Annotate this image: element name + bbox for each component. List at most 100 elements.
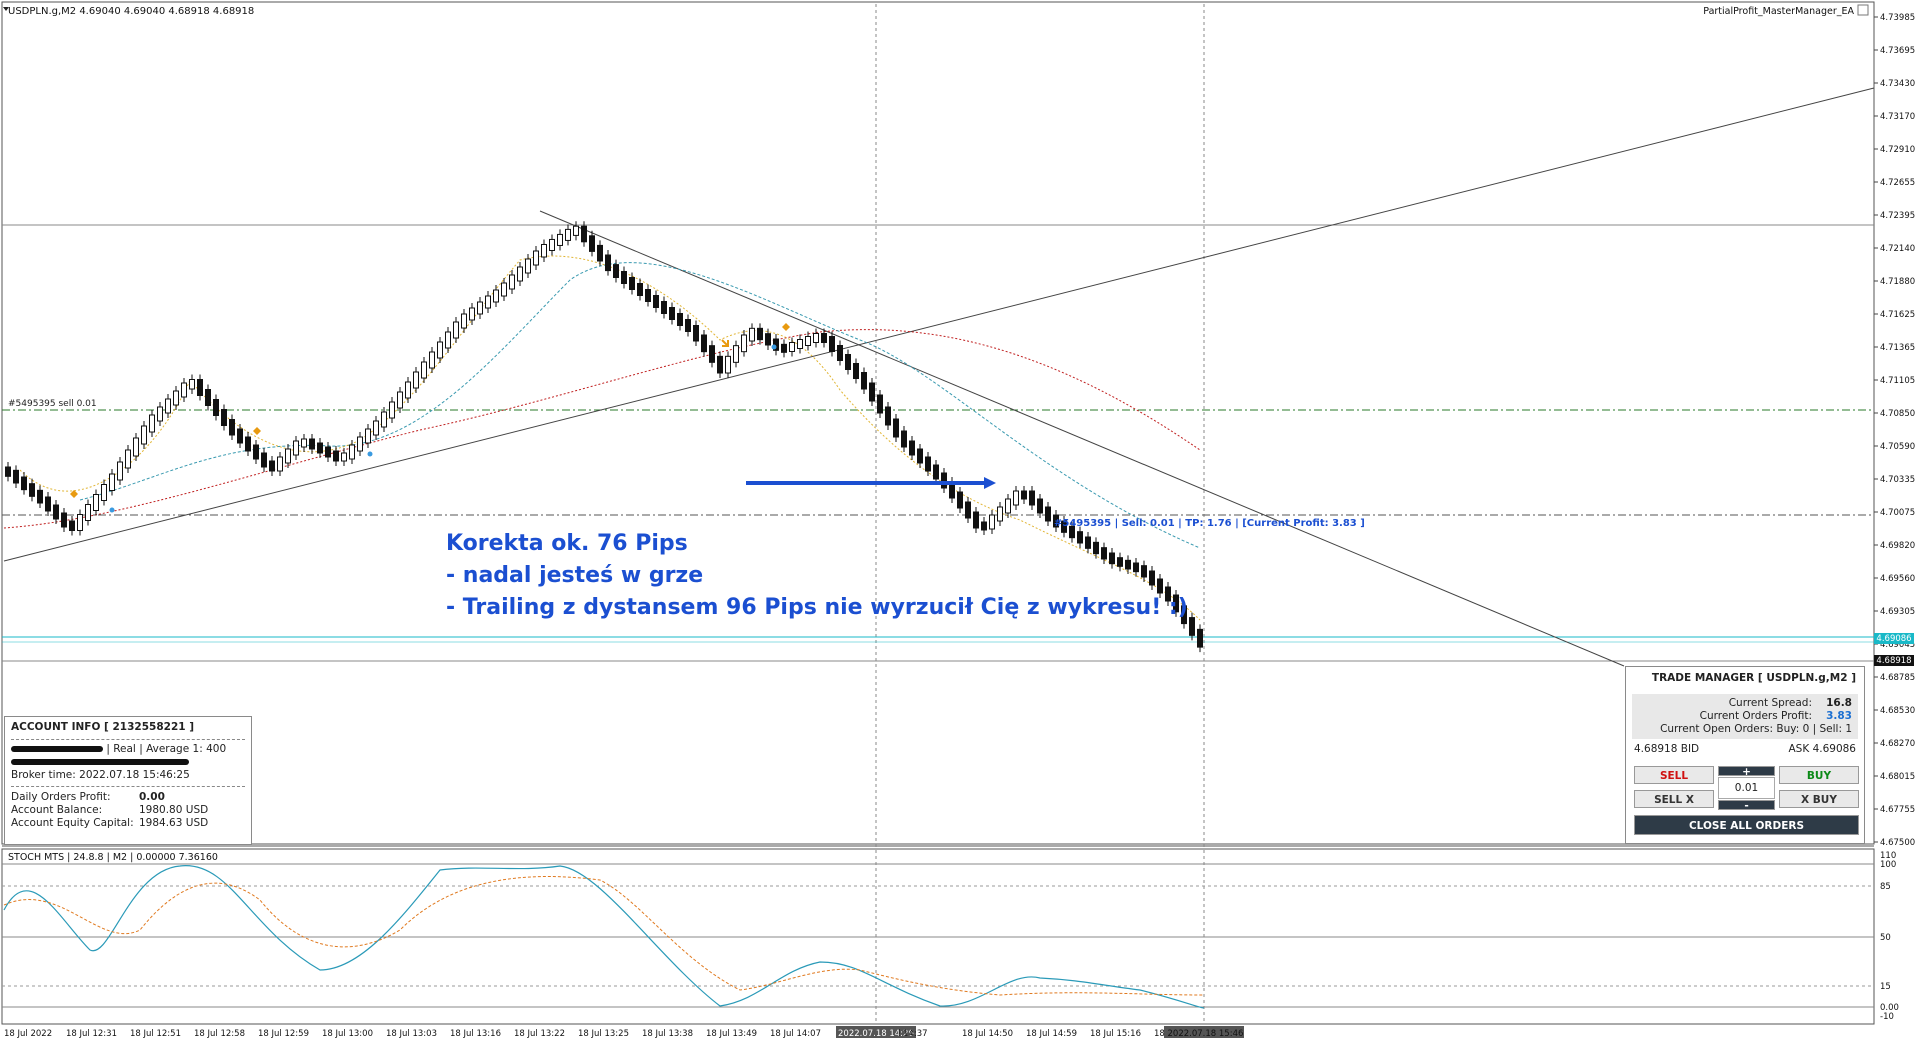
equity-value: 1984.63 USD [139,817,209,829]
price-tick-label: 4.72655 [1880,178,1915,188]
time-tick-label: 18 Jul 15:16 [1090,1029,1141,1039]
time-tick-label: 18 Jul 2022 [4,1029,52,1039]
bid-tag-text: 4.68918 [1876,656,1911,666]
trade-manager-panel: TRADE MANAGER [ USDPLN.g,M2 ] Current Sp… [1625,666,1865,844]
price-tick-label: 4.68530 [1880,706,1915,716]
time-tick-label: 18 Jul 13:00 [322,1029,373,1039]
balance-value: 1980.80 USD [139,804,209,816]
daily-profit-label: Daily Orders Profit: [11,791,111,803]
balance-row: Account Balance: 1980.80 USD [5,804,251,817]
annotation-text: Korekta ok. 76 Pips - nadal jesteś w grz… [446,528,1188,624]
orders-profit-value: 3.83 [1826,710,1852,722]
sell-button[interactable]: SELL [1634,766,1714,784]
price-tick-label: 4.69045 [1880,640,1915,650]
close-buys-button[interactable]: X BUY [1779,790,1859,808]
price-axis: 4.73985 4.73695 4.73430 4.73170 4.72910 4.726… [1874,13,1915,848]
account-type: | Real | Average 1: 400 [106,743,227,755]
time-tick-label: 18 Jul 12:51 [130,1029,181,1039]
time-tick-label: 18 Jul 12:31 [66,1029,117,1039]
time-axis: 18 Jul 2022 18 Jul 12:31 18 Jul 12:51 18 Ju… [4,1026,1244,1039]
trade-stats-box: Current Spread: 16.8 Current Orders Profi… [1632,694,1858,739]
annotation-line-3: - Trailing z dystansem 96 Pips nie wyrzu… [446,595,1188,620]
price-tick-label: 4.71365 [1880,343,1915,353]
annotation-line-1: Korekta ok. 76 Pips [446,531,688,556]
bid-ask-row: 4.68918 BID ASK 4.69086 [1626,741,1864,759]
price-tick-label: 4.71880 [1880,277,1915,287]
order-line-label: #5495395 sell 0.01 [8,399,97,409]
stoch-tick-label: 15 [1880,982,1891,992]
time-tick-label: 2022.07.18 14:26 [838,1029,914,1039]
time-tick-label: 18 Jul 13:22 [514,1029,565,1039]
price-tick-label: 4.69305 [1880,607,1915,617]
stoch-tick-label: 85 [1880,882,1891,892]
lot-decrease-button[interactable]: - [1718,800,1775,811]
time-tick-label: 18 Jul 13:49 [706,1029,757,1039]
price-tick-label: 4.70335 [1880,475,1915,485]
candlesticks [5,221,1203,653]
time-tick-label: 18 Jul 14:50 [962,1029,1013,1039]
redacted-row [5,756,251,769]
price-tick-label: 4.73985 [1880,13,1915,23]
daily-profit-value: 0.00 [139,791,165,803]
price-tick-label: 4.69560 [1880,574,1915,584]
time-tick-label: 18 2022.07.18 15:46 [1154,1029,1243,1039]
annotation-line-2: - nadal jesteś w grze [446,563,704,588]
balance-label: Account Balance: [11,804,103,816]
ea-name: PartialProfit_MasterManager_EA [1703,6,1854,17]
price-tick-label: 4.72910 [1880,145,1915,155]
order-info-label: #5495395 | Sell: 0.01 | TP: 1.76 | [Curr… [1054,518,1365,529]
price-tick-label: 4.67500 [1880,838,1915,848]
time-tick-label: 18 Jul 13:03 [386,1029,437,1039]
time-tick-label: 18 Jul 13:16 [450,1029,501,1039]
stoch-tick-label: 100 [1880,860,1896,870]
price-tick-label: 4.72140 [1880,244,1915,254]
broker-time: Broker time: 2022.07.18 15:46:25 [11,769,190,781]
close-all-orders-button[interactable]: CLOSE ALL ORDERS [1634,815,1859,835]
stoch-tick-label: 50 [1880,933,1891,943]
account-type-row: | Real | Average 1: 400 [5,743,251,756]
spread-value: 16.8 [1826,697,1852,709]
price-tick-label: 4.69820 [1880,541,1915,551]
time-tick-label: 18 Jul 13:38 [642,1029,693,1039]
ea-status-icon[interactable] [1857,4,1869,16]
time-tick-label: 18 Jul 13:25 [578,1029,629,1039]
price-tick-label: 4.68785 [1880,673,1915,683]
lot-increase-button[interactable]: + [1718,766,1775,777]
equity-label: Account Equity Capital: [11,817,134,829]
price-tick-label: 4.70590 [1880,442,1915,452]
price-tick-label: 4.73430 [1880,79,1915,89]
stoch-tick-label: 0.00 [1880,1003,1899,1013]
daily-profit-row: Daily Orders Profit: 0.00 [5,791,251,804]
equity-row: Account Equity Capital: 1984.63 USD [5,817,251,830]
price-tick-label: 4.68015 [1880,772,1915,782]
price-tick-label: 4.70075 [1880,508,1915,518]
price-tick-label: 4.70850 [1880,409,1915,419]
buy-button[interactable]: BUY [1779,766,1859,784]
price-tick-label: 4.73695 [1880,46,1915,56]
symbol-info: USDPLN.g,M2 4.69040 4.69040 4.68918 4.68… [8,6,254,17]
price-tick-label: 4.71105 [1880,376,1915,386]
open-orders: Current Open Orders: Buy: 0 | Sell: 1 [1660,723,1852,735]
bid-price: 4.68918 BID [1634,743,1700,755]
stoch-tick-label: -10 [1880,1012,1894,1022]
ask-price: ASK 4.69086 [1788,743,1857,755]
ask-tag [1874,633,1914,644]
stoch-tick-label: 110 [1880,851,1896,861]
time-tick-label: 18 Jul 12:58 [194,1029,245,1039]
time-tick-label: 18 Jul 14:07 [770,1029,821,1039]
time-tick-label: 18 Jul 12:59 [258,1029,309,1039]
price-tick-label: 4.73170 [1880,112,1915,122]
lot-size-input[interactable]: 0.01 [1718,777,1775,799]
account-info-title: ACCOUNT INFO [ 2132558221 ] [11,721,195,733]
orders-profit-label: Current Orders Profit: [1699,710,1812,722]
ask-tag-text: 4.69086 [1876,634,1911,644]
trade-manager-title: TRADE MANAGER [ USDPLN.g,M2 ] [1651,672,1856,684]
stoch-label: STOCH MTS | 24.8.8 | M2 | 0.00000 7.3616… [8,852,218,863]
time-tick-label: l 14:37 [898,1029,928,1039]
price-tick-label: 4.68270 [1880,739,1915,749]
close-sells-button[interactable]: SELL X [1634,790,1714,808]
price-tick-label: 4.71625 [1880,310,1915,320]
